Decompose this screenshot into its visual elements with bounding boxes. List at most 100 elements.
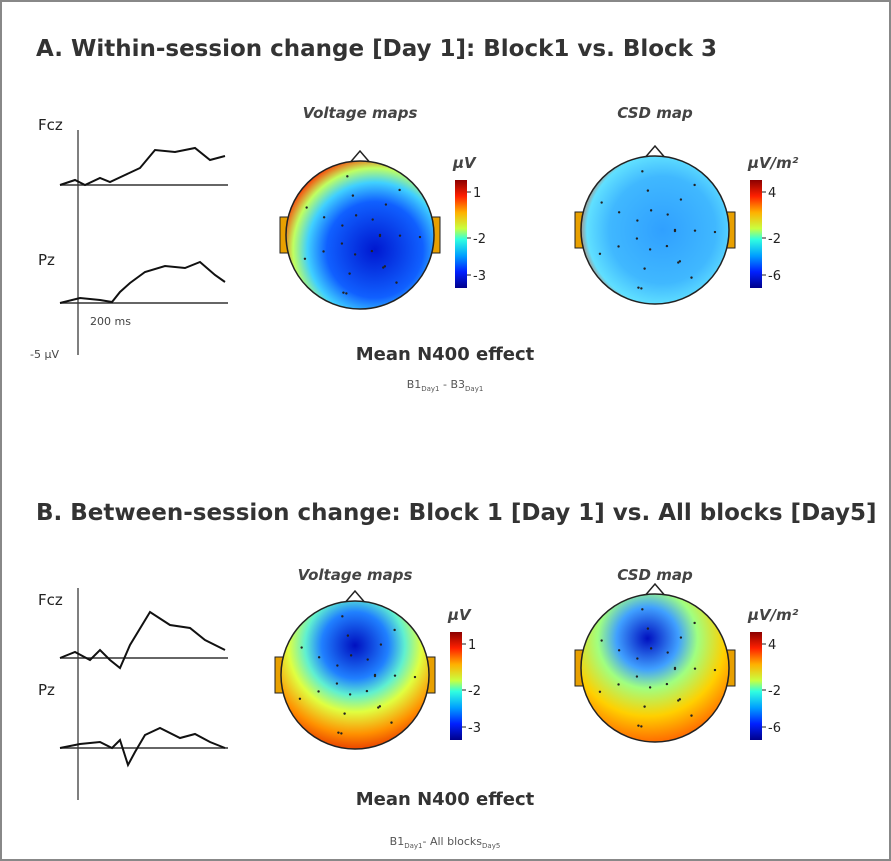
electrode: [398, 188, 401, 192]
electrode: [345, 292, 348, 295]
electrode: [348, 272, 351, 275]
contrast-text: B1: [390, 835, 405, 848]
electrode: [373, 674, 377, 678]
electrode: [317, 690, 320, 693]
effect-label: Mean N400 effect: [356, 789, 535, 810]
electrode: [365, 689, 369, 693]
map-title: CSD map: [617, 566, 693, 584]
electrode: [322, 250, 325, 253]
electrode: [713, 668, 717, 672]
electrode: [598, 690, 602, 694]
electrode: [379, 643, 383, 646]
electrode: [617, 683, 620, 686]
head-nose: [642, 144, 668, 161]
map-title: Voltage maps: [303, 104, 418, 122]
colorbar-label: 1: [473, 186, 481, 201]
electrode: [395, 281, 398, 284]
colorbar-label: -2: [768, 232, 781, 247]
electrode: [693, 229, 697, 232]
colorbar: [455, 180, 467, 288]
colorbar-label: 1: [468, 638, 476, 653]
waveform: [59, 260, 226, 304]
electrode: [646, 627, 650, 630]
effect-label: Mean N400 effect: [356, 344, 535, 365]
colorbar-label: -2: [468, 684, 481, 699]
contrast-subscript: Day1: [465, 385, 483, 393]
electrode: [340, 732, 343, 735]
electrode: [337, 731, 340, 734]
waveform-label: Fcz: [38, 591, 63, 609]
electrode: [418, 235, 422, 239]
electrode: [340, 242, 344, 245]
electrode: [646, 189, 650, 192]
electrode: [713, 230, 717, 234]
panel-title: A. Within-session change [Day 1]: Block1…: [36, 36, 717, 62]
waveform-label: Pz: [38, 681, 55, 699]
electrode: [679, 198, 683, 201]
colorbar-unit: µV/m²: [747, 154, 799, 172]
electrode: [384, 203, 388, 206]
electrode: [677, 699, 680, 702]
contrast-text: - All blocks: [423, 835, 483, 848]
contrast-subscript: Day1: [404, 842, 422, 850]
electrode: [690, 714, 693, 717]
contrast-label: B1Day1- All blocksDay5: [390, 835, 501, 850]
electrode: [693, 667, 697, 670]
electrode: [665, 682, 669, 686]
waveform-label: Pz: [38, 251, 55, 269]
electrode: [637, 286, 640, 289]
electrode: [354, 214, 358, 217]
electrode: [641, 170, 644, 173]
electrode: [348, 693, 352, 696]
electrode: [382, 266, 385, 269]
topomap: [285, 160, 435, 310]
waveform: [59, 726, 226, 768]
electrode: [600, 639, 603, 642]
colorbar-unit: µV: [447, 606, 472, 624]
waveform-label: Fcz: [38, 116, 63, 134]
electrode: [371, 218, 374, 221]
electrode: [643, 705, 646, 708]
electrode: [335, 682, 339, 685]
electrode: [336, 664, 339, 667]
contrast-text: B1: [407, 378, 422, 391]
head-nose: [347, 149, 373, 166]
electrode: [413, 675, 417, 679]
electrode: [649, 647, 653, 650]
electrode: [351, 194, 355, 197]
electrode: [341, 615, 344, 618]
colorbar-label: 4: [768, 638, 776, 653]
colorbar: [450, 632, 462, 740]
electrode: [346, 175, 349, 178]
contrast-subscript: Day5: [482, 842, 500, 850]
electrode: [640, 287, 643, 290]
electrode: [342, 291, 345, 294]
colorbar: [750, 180, 762, 288]
electrode: [617, 245, 620, 248]
map-title: Voltage maps: [298, 566, 413, 584]
electrode: [649, 209, 653, 212]
electrode: [643, 267, 646, 270]
colorbar-label: -3: [468, 721, 481, 736]
colorbar-label: -6: [768, 721, 781, 736]
topomap: [580, 593, 730, 743]
electrode: [666, 651, 669, 654]
electrode: [665, 244, 669, 248]
electrode: [343, 712, 346, 715]
electrode: [346, 634, 350, 637]
electrode: [636, 219, 639, 222]
electrode: [377, 706, 380, 709]
electrode: [317, 656, 321, 659]
electrode: [370, 249, 374, 253]
electrode: [673, 229, 677, 233]
waveform: [59, 610, 226, 670]
colorbar-label: -3: [473, 269, 486, 284]
colorbar-unit: µV/m²: [747, 606, 799, 624]
electrode: [303, 257, 307, 261]
time-scale: 200 ms: [90, 315, 131, 328]
electrode: [598, 252, 602, 256]
panel-title: B. Between-session change: Block 1 [Day …: [36, 500, 876, 526]
contrast-label: B1Day1 - B3Day1: [407, 378, 484, 393]
electrode: [677, 261, 680, 264]
